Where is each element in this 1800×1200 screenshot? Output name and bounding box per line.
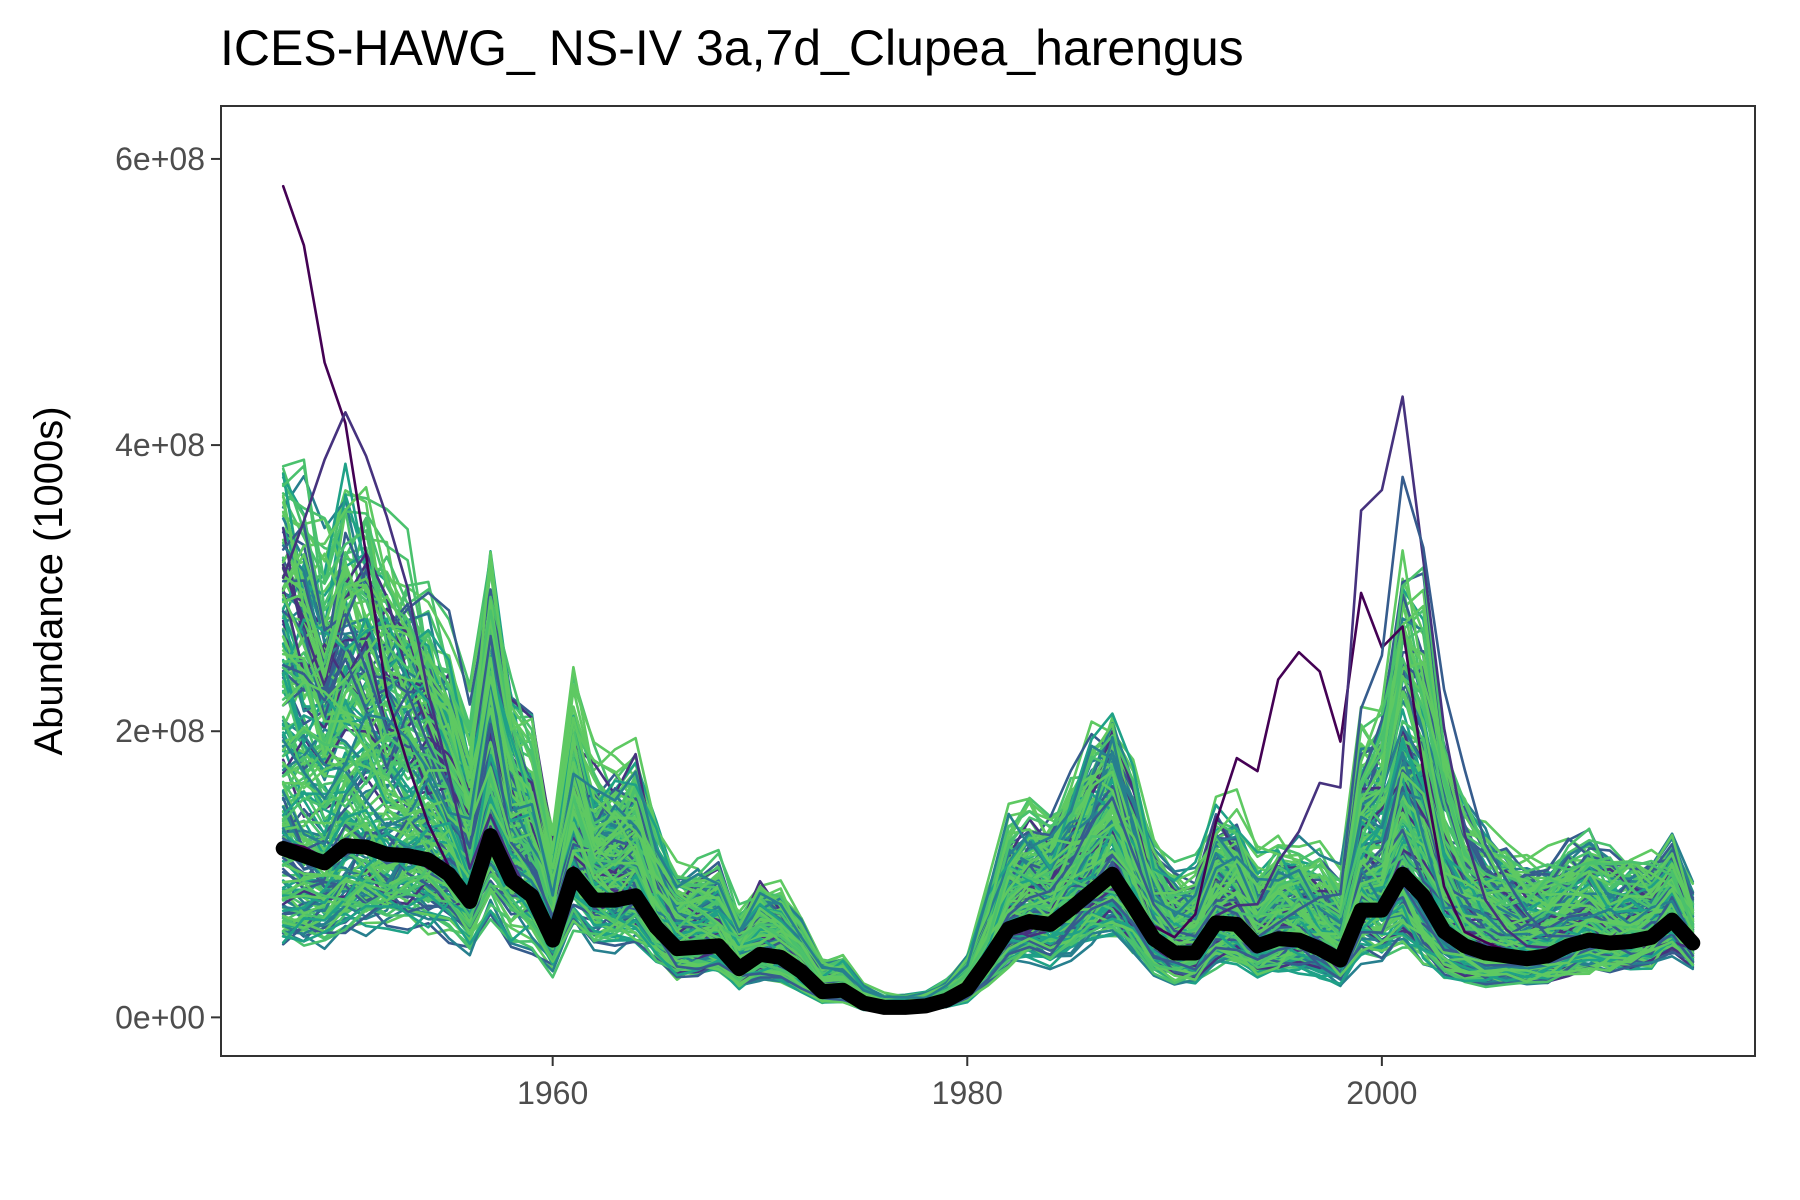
y-tick-label: 6e+08 [115,141,205,177]
x-axis: 1960 1980 2000 [517,1056,1417,1111]
x-tick-label: 2000 [1346,1075,1417,1111]
ensemble-series-line [281,774,1695,1002]
median-series-line [275,828,1701,1015]
y-tick-label: 0e+00 [115,999,205,1035]
chart-title: ICES-HAWG_ NS-IV 3a,7d_Clupea_harengus [220,20,1244,76]
ensemble-lines [281,184,1695,1013]
plot-panel [220,105,1756,1057]
ensemble-series-line [281,551,1695,1004]
y-axis: 0e+00 2e+08 4e+08 6e+08 [115,141,221,1035]
y-tick-label: 2e+08 [115,713,205,749]
ensemble-series-line [281,523,1695,1013]
y-axis-label: Abundance (1000s) [27,406,71,755]
median-line-group [275,828,1701,1015]
x-tick-label: 1980 [932,1075,1003,1111]
x-tick-label: 1960 [517,1075,588,1111]
y-tick-label: 4e+08 [115,427,205,463]
